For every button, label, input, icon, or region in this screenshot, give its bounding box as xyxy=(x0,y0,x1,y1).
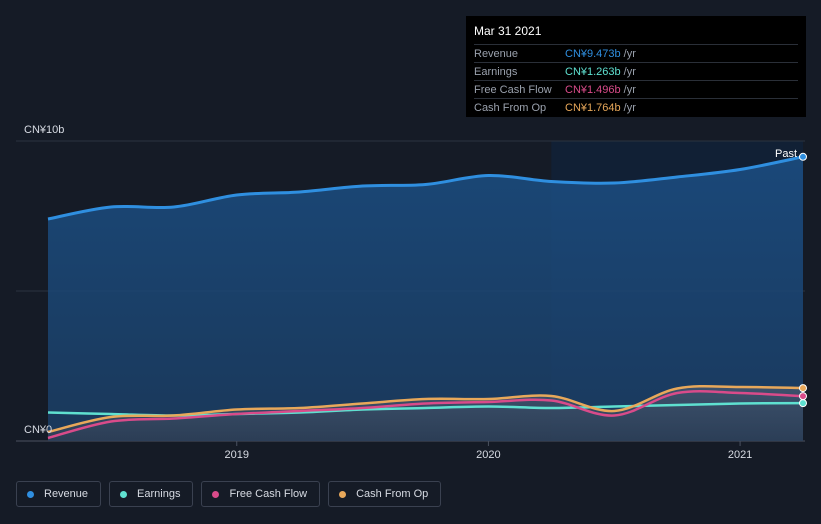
past-label: Past xyxy=(775,148,797,160)
tooltip-row-unit: /yr xyxy=(623,83,636,96)
legend-item-free-cash-flow[interactable]: Free Cash Flow xyxy=(201,481,321,507)
legend: Revenue Earnings Free Cash Flow Cash From O… xyxy=(16,481,442,507)
y-axis-bottom-label: CN¥0 xyxy=(24,424,52,436)
y-axis-top-label: CN¥10b xyxy=(24,124,64,136)
legend-item-label: Revenue xyxy=(44,488,89,500)
tooltip-row-value: CN¥1.764b xyxy=(565,101,621,114)
tooltip-row-value: CN¥1.263b xyxy=(565,65,621,78)
legend-item-earnings[interactable]: Earnings xyxy=(109,481,194,507)
tooltip-row-value: CN¥9.473b xyxy=(565,47,621,60)
tooltip-row-label: Revenue xyxy=(474,47,519,60)
legend-dot-icon xyxy=(212,490,220,498)
free-cash-flow-line xyxy=(47,389,804,440)
x-tick-label: 2019 xyxy=(225,449,249,461)
tooltip-row-unit: /yr xyxy=(623,65,636,78)
tooltip-row-label: Earnings xyxy=(474,65,518,78)
tooltip-row: Free Cash Flow CN¥1.496b/yr xyxy=(474,80,798,98)
earnings-end-point[interactable] xyxy=(799,399,807,408)
tooltip-date: Mar 31 2021 xyxy=(474,24,542,38)
tooltip-row-unit: /yr xyxy=(623,47,636,60)
tooltip: Mar 31 2021 Revenue CN¥9.473b/yr Earnings C… xyxy=(466,16,806,117)
legend-item-label: Cash From Op xyxy=(356,488,429,500)
legend-item-label: Earnings xyxy=(137,488,181,500)
revenue-line xyxy=(47,155,804,221)
tooltip-row: Earnings CN¥1.263b/yr xyxy=(474,62,798,80)
legend-item-revenue[interactable]: Revenue xyxy=(16,481,102,507)
legend-dot-icon xyxy=(120,490,128,498)
x-tick-label: 2020 xyxy=(476,449,500,461)
tooltip-row: Revenue CN¥9.473b/yr xyxy=(474,44,798,62)
legend-item-cash-from-op[interactable]: Cash From Op xyxy=(328,481,442,507)
tooltip-row-label: Free Cash Flow xyxy=(474,83,552,96)
free-cash-flow-end-point[interactable] xyxy=(799,392,807,401)
revenue-area xyxy=(48,156,803,441)
cash-from-op-end-point[interactable] xyxy=(799,384,807,393)
tooltip-row-label: Cash From Op xyxy=(474,101,547,114)
tooltip-row-value: CN¥1.496b xyxy=(565,83,621,96)
revenue-end-point[interactable] xyxy=(799,152,807,161)
tooltip-row-unit: /yr xyxy=(623,101,636,114)
legend-dot-icon xyxy=(27,490,34,498)
legend-dot-icon xyxy=(339,490,347,498)
x-tick-label: 2021 xyxy=(728,449,752,461)
tooltip-row: Cash From Op CN¥1.764b/yr xyxy=(474,98,798,116)
cash-from-op-line xyxy=(47,385,804,434)
legend-item-label: Free Cash Flow xyxy=(229,488,308,500)
cash-from-op-area xyxy=(48,386,803,441)
